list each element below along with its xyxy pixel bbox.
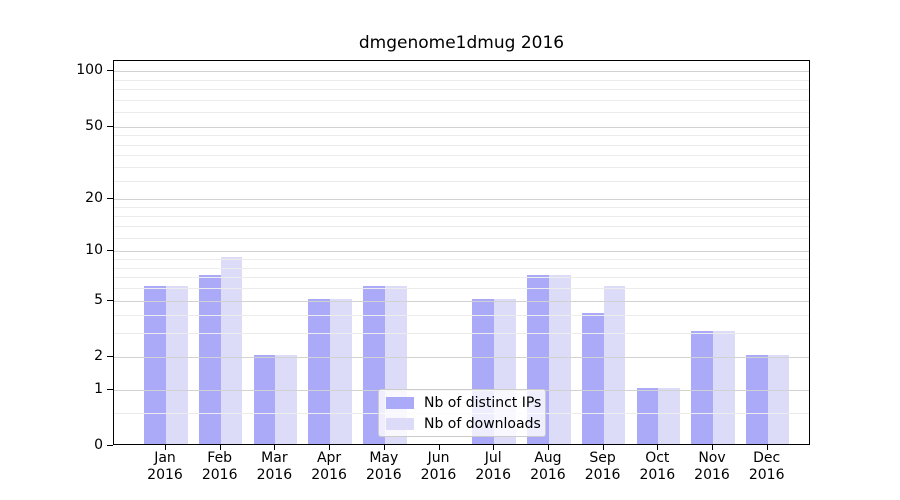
x-tick-mark (493, 445, 495, 450)
legend-label-downloads: Nb of downloads (424, 415, 541, 432)
bar-nb-of-downloads (330, 298, 352, 444)
y-tick-label: 1 (94, 380, 103, 397)
bar-nb-of-distinct-ips (691, 331, 713, 444)
bar-nb-of-downloads (713, 331, 735, 444)
bars-layer (114, 61, 809, 444)
bar-nb-of-downloads (548, 275, 571, 444)
x-tick-mark (329, 445, 331, 450)
bar-nb-of-distinct-ips (636, 387, 659, 444)
y-tick-mark (107, 197, 113, 199)
bar-nb-of-distinct-ips (308, 298, 331, 444)
bar-nb-of-distinct-ips (144, 286, 166, 444)
y-tick-mark (107, 125, 113, 127)
legend: Nb of distinct IPs Nb of downloads (378, 389, 546, 437)
bar-nb-of-distinct-ips (198, 275, 221, 444)
y-tick-label: 5 (94, 291, 103, 308)
bar-nb-of-distinct-ips (253, 354, 276, 444)
x-tick-mark (547, 445, 549, 450)
bar-nb-of-downloads (767, 354, 790, 444)
x-tick-label: Jul 2016 (475, 450, 511, 483)
x-tick-label: Mar 2016 (256, 450, 293, 483)
x-tick-mark (219, 445, 221, 450)
x-tick-label: Jan 2016 (147, 450, 183, 483)
x-tick-mark (274, 445, 276, 450)
bar-nb-of-downloads (603, 286, 626, 444)
y-tick-mark (107, 355, 113, 357)
y-tick-label: 50 (85, 117, 103, 134)
x-tick-label: Apr 2016 (311, 450, 347, 483)
x-tick-label: Feb 2016 (201, 450, 238, 483)
y-tick-label: 100 (76, 62, 103, 79)
x-tick-label: Jun 2016 (420, 450, 457, 483)
bar-nb-of-downloads (166, 286, 188, 444)
distinct-ips-swatch-icon (386, 396, 414, 409)
y-tick-mark (107, 250, 113, 252)
bar-nb-of-distinct-ips (745, 354, 768, 444)
x-tick-label: Nov 2016 (694, 450, 730, 483)
bar-nb-of-downloads (275, 354, 298, 444)
y-tick-mark (107, 299, 113, 301)
x-tick-label: Sep 2016 (584, 450, 621, 483)
downloads-swatch-icon (386, 417, 414, 430)
y-tick-label: 0 (94, 437, 103, 453)
x-tick-mark (165, 445, 166, 450)
bar-nb-of-distinct-ips (581, 313, 604, 444)
y-tick-label: 2 (94, 347, 103, 364)
legend-label-distinct-ips: Nb of distinct IPs (424, 394, 542, 411)
x-tick-label: Aug 2016 (530, 450, 566, 483)
x-tick-label: May 2016 (365, 450, 402, 483)
y-tick-mark (107, 70, 113, 72)
x-tick-mark (657, 445, 659, 450)
plot-area (113, 60, 810, 445)
y-tick-mark (107, 388, 113, 390)
legend-entry-downloads: Nb of downloads (386, 415, 541, 432)
x-tick-mark (383, 445, 385, 450)
legend-entry-distinct-ips: Nb of distinct IPs (386, 394, 542, 411)
x-tick-mark (766, 445, 768, 450)
x-tick-label: Dec 2016 (748, 450, 785, 483)
y-tick-label: 10 (85, 242, 103, 259)
chart-title: dmgenome1dmug 2016 (358, 33, 565, 53)
bar-nb-of-downloads (220, 257, 243, 444)
x-tick-mark (602, 445, 604, 450)
x-tick-mark (438, 445, 440, 450)
x-tick-mark (712, 445, 713, 450)
y-tick-label: 20 (85, 189, 103, 206)
x-tick-label: Oct 2016 (639, 450, 676, 483)
bar-nb-of-downloads (658, 387, 681, 444)
y-tick-mark (107, 445, 113, 446)
